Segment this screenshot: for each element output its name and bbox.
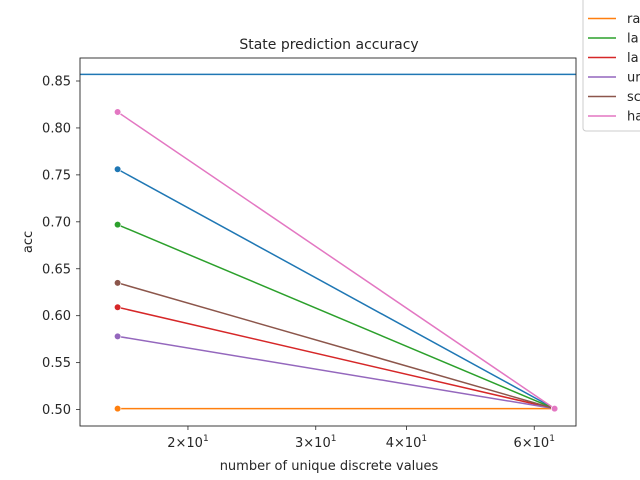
plot-frame (79, 57, 577, 427)
series-1 (114, 405, 559, 413)
y-tick-label: 0.75 (42, 168, 71, 183)
series-line (117, 306, 555, 410)
y-tick-label: 0.55 (42, 356, 71, 371)
series-line (117, 282, 555, 410)
series-6 (114, 108, 559, 413)
legend-item: sc (588, 90, 640, 105)
legend-label: ra (627, 12, 640, 27)
x-tick-label: 2×101 (167, 434, 208, 451)
legend-item: ha (588, 110, 640, 125)
data-point (114, 221, 122, 229)
legend-item: ur (588, 71, 640, 86)
legend-label: ha (627, 110, 640, 125)
axes-layer: 0.50 0.55 0.60 0.65 0.70 0.75 0.80 0.85 2×101 3×1… (42, 57, 577, 451)
data-point (114, 332, 122, 340)
series-line (117, 223, 555, 410)
data-point (114, 108, 122, 116)
x-tick-label: 6×101 (514, 434, 555, 451)
x-axis-label: number of unique discrete values (220, 459, 439, 474)
x-tick-label: 3×101 (295, 434, 336, 451)
legend-box (582, 0, 640, 132)
legend-label: sc (627, 90, 640, 105)
legend-item: la (588, 51, 639, 66)
series-line (117, 111, 556, 410)
legend-item: ra (588, 12, 640, 27)
series-0 (114, 165, 559, 413)
y-tick-label: 0.85 (42, 75, 71, 90)
legend-item: la (588, 32, 639, 47)
series-2 (114, 221, 559, 413)
y-tick-label: 0.70 (42, 215, 71, 230)
legend: ra la la ur sc ha (582, 0, 640, 132)
x-tick-label: 4×101 (386, 434, 427, 451)
legend-label: la (627, 51, 639, 66)
data-point (114, 165, 122, 173)
series-3 (114, 303, 559, 413)
y-tick-label: 0.50 (42, 403, 71, 418)
series-line (117, 335, 555, 410)
series-5 (114, 279, 559, 413)
legend-label: la (627, 32, 639, 47)
series-layer (114, 108, 559, 413)
series-line (117, 168, 555, 410)
legend-label: ur (627, 71, 640, 86)
chart-title: State prediction accuracy (239, 37, 418, 53)
y-tick-label: 0.80 (42, 121, 71, 136)
series-4 (114, 332, 559, 413)
data-point (114, 303, 122, 311)
data-point (114, 405, 122, 413)
y-tick-label: 0.65 (42, 262, 71, 277)
y-tick-label: 0.60 (42, 309, 71, 324)
data-point (550, 405, 559, 413)
y-axis-label: acc (21, 231, 36, 253)
data-point (114, 279, 122, 287)
